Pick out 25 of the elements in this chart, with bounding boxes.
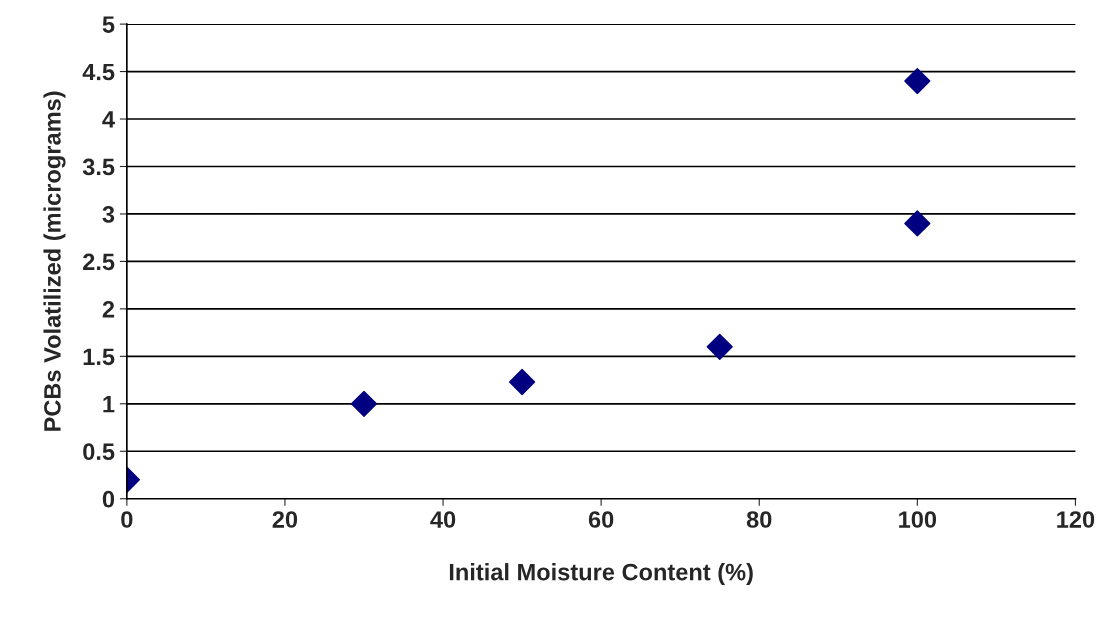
y-tick-label: 1 [103, 396, 115, 413]
point [904, 67, 931, 95]
y-tick-label: 4 [102, 111, 115, 128]
y-tick-label: 3 [102, 206, 115, 223]
x-tick-label: 100 [899, 511, 937, 528]
y-tick-label: 3.5 [82, 158, 115, 176]
x-tick-label: 80 [746, 511, 772, 528]
x-axis-title: Initial Moisture Content (%) [449, 563, 753, 586]
x-tick-label: 40 [430, 511, 456, 528]
y-tick-label: 0.5 [83, 443, 115, 461]
point [904, 210, 931, 237]
x-tick-label: 0 [121, 511, 133, 528]
y-tick-label: 5 [102, 16, 115, 33]
y-axis-title: PCBs Volatilized (micrograms) [43, 91, 66, 431]
point [508, 368, 536, 396]
point [706, 333, 733, 360]
x-tick-label: 60 [588, 511, 614, 528]
x-tick-label: 20 [272, 511, 298, 528]
y-tick-label: 0 [102, 490, 115, 508]
y-tick-label: 4.5 [82, 63, 115, 81]
y-tick-label: 1.5 [83, 348, 115, 366]
y-tick-label: 2.5 [83, 253, 115, 271]
point [350, 390, 378, 417]
x-tick-label: 120 [1057, 511, 1095, 528]
y-tick-label: 2 [102, 300, 115, 318]
